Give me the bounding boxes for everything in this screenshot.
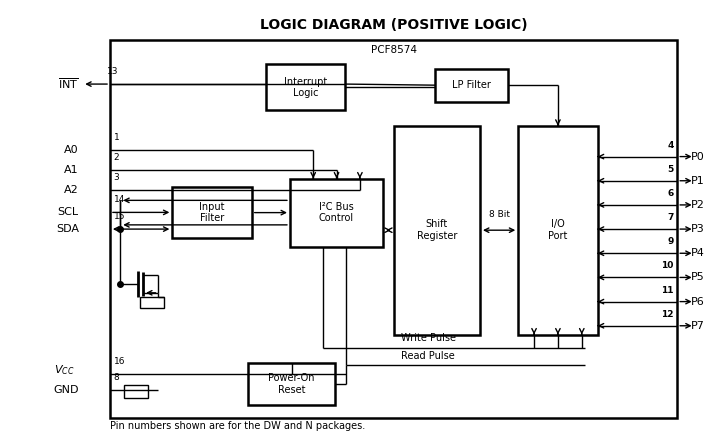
Text: PCF8574: PCF8574 [370,44,416,55]
Text: 5: 5 [667,165,674,174]
Bar [435,69,508,101]
Text: GND: GND [53,385,79,395]
Text: P2: P2 [691,200,705,210]
Bar [518,126,597,335]
Text: $\overline{\mathrm{INT}}$: $\overline{\mathrm{INT}}$ [59,77,79,91]
Text: 13: 13 [107,67,118,76]
Bar [124,385,148,398]
Text: LOGIC DIAGRAM (POSITIVE LOGIC): LOGIC DIAGRAM (POSITIVE LOGIC) [259,18,527,32]
Text: 4: 4 [667,141,674,150]
Text: P1: P1 [691,176,705,186]
Text: Read Pulse: Read Pulse [402,351,455,361]
Bar [290,178,383,247]
Text: LP Filter: LP Filter [452,80,491,90]
Text: Input
Filter: Input Filter [199,202,225,223]
Text: 2: 2 [113,153,119,162]
Text: I/O
Port: I/O Port [548,219,568,241]
Text: 12: 12 [661,310,674,319]
Text: 16: 16 [113,357,125,366]
Text: P3: P3 [691,224,705,234]
Bar [266,64,345,110]
Text: Pin numbers shown are for the DW and N packages.: Pin numbers shown are for the DW and N p… [110,421,366,431]
Text: A2: A2 [64,185,79,194]
Text: Write Pulse: Write Pulse [401,333,456,344]
Text: Power-On
Reset: Power-On Reset [269,373,315,395]
Bar [140,297,164,308]
Text: P4: P4 [691,248,705,258]
Text: Interrupt
Logic: Interrupt Logic [284,77,327,98]
Text: $V_{CC}$: $V_{CC}$ [54,364,74,377]
Text: 10: 10 [662,261,674,271]
Text: A0: A0 [64,145,79,155]
Bar [173,187,252,238]
Text: A1: A1 [64,165,79,175]
Text: I²C Bus
Control: I²C Bus Control [319,202,354,223]
Text: Shift
Register: Shift Register [416,219,457,241]
Text: 7: 7 [667,213,674,222]
Text: P5: P5 [691,272,705,283]
Text: 14: 14 [113,195,125,205]
Text: 8: 8 [113,373,119,382]
Bar [110,40,677,418]
Text: 9: 9 [667,237,674,246]
Bar [248,363,335,405]
Text: SCL: SCL [58,207,79,218]
Text: 11: 11 [661,286,674,295]
Bar [394,126,480,335]
Text: 15: 15 [113,212,125,221]
Text: 8 Bit: 8 Bit [489,210,510,219]
Text: P7: P7 [691,321,705,331]
Text: 3: 3 [113,173,119,182]
Text: SDA: SDA [56,224,79,234]
Text: 6: 6 [667,189,674,198]
Text: 1: 1 [113,133,119,142]
Text: P0: P0 [691,152,705,162]
Text: P6: P6 [691,297,705,307]
